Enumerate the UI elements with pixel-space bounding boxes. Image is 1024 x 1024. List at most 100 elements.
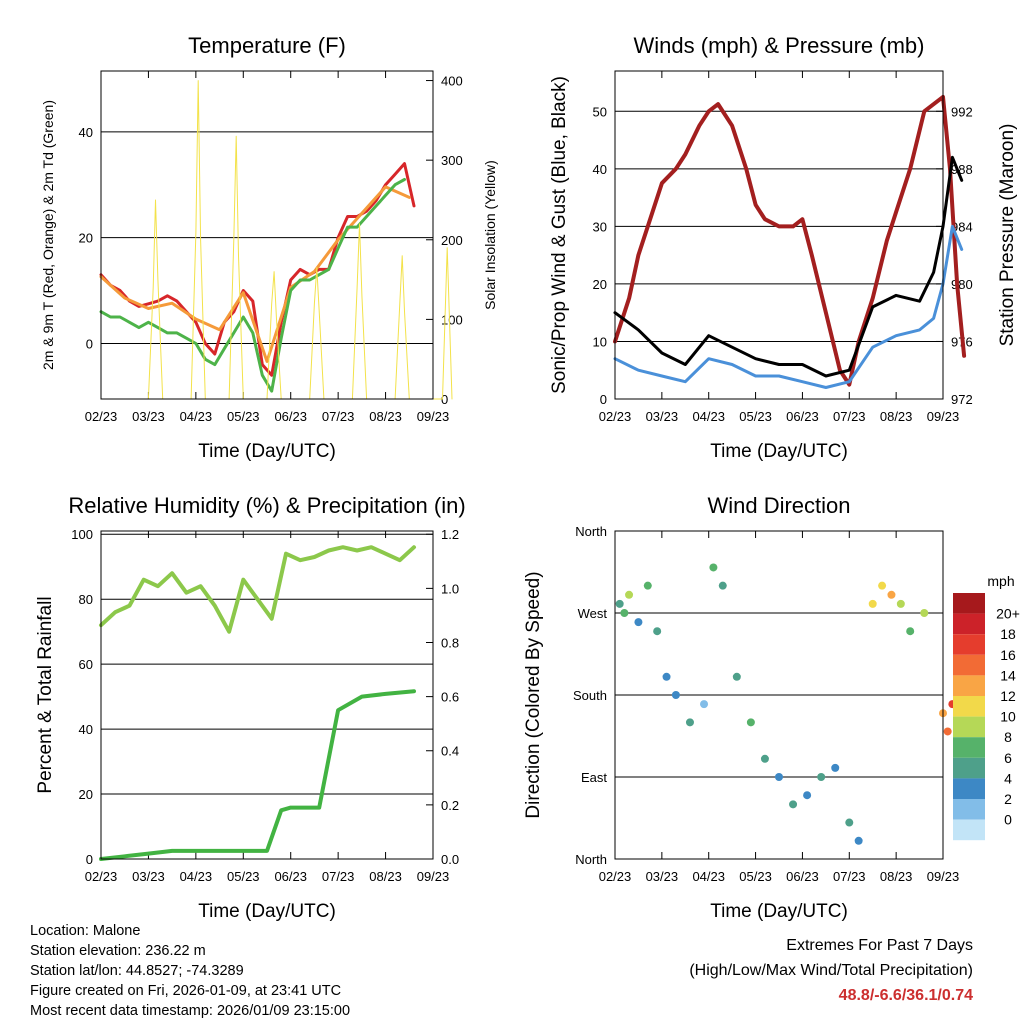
direction-point	[845, 818, 854, 827]
latest-text: Most recent data timestamp: 2026/01/09 2…	[30, 1003, 351, 1019]
winds-xlabel: Time (Day/UTC)	[710, 441, 848, 462]
temperature-series-9m-t	[99, 185, 411, 363]
direction-legend-swatch	[953, 696, 985, 717]
humidity-y2tick-label: 1.2	[441, 527, 459, 542]
humidity-series-rh	[99, 545, 416, 634]
temperature-xtick-label: 05/23	[227, 409, 260, 424]
extremes-subtitle: (High/Low/Max Wind/Total Precipitation)	[689, 962, 973, 979]
winds-xtick-label: 03/23	[646, 409, 679, 424]
humidity-xtick-label: 09/23	[417, 869, 450, 884]
direction-point	[817, 773, 826, 781]
direction-xtick-label: 02/23	[599, 869, 632, 884]
humidity-y2tick-label: 0.4	[441, 744, 459, 759]
winds-y2label: Station Pressure (Maroon)	[997, 124, 1018, 347]
temperature-y2tick-label: 200	[441, 233, 463, 248]
direction-point	[732, 672, 741, 681]
direction-legend-swatch	[953, 737, 985, 758]
winds-ytick-label: 10	[593, 334, 607, 349]
direction-legend-label: 0	[1004, 812, 1012, 828]
humidity-y2tick-label: 0.0	[441, 852, 459, 867]
direction-point	[878, 581, 887, 590]
temperature-ytick-label: 20	[79, 231, 93, 246]
winds-series-gust	[613, 155, 964, 378]
direction-ytick-label: East	[581, 770, 607, 785]
temperature-y2tick-label: 400	[441, 74, 463, 89]
direction-legend-title: mph	[987, 573, 1014, 589]
direction-legend-swatch	[953, 593, 985, 614]
direction-point	[760, 754, 769, 763]
direction-legend-label: 20+	[996, 606, 1020, 622]
winds-xtick-label: 07/23	[833, 409, 866, 424]
humidity-ytick-label: 60	[79, 657, 93, 672]
direction-point	[634, 618, 643, 627]
direction-point	[854, 836, 863, 845]
winds-series-pressure	[613, 94, 967, 387]
direction-point	[943, 727, 952, 736]
direction-legend-swatch	[953, 819, 985, 841]
direction-point	[775, 773, 783, 781]
direction-point	[643, 581, 652, 590]
direction-xtick-label: 04/23	[692, 869, 725, 884]
temperature-xtick-label: 07/23	[322, 409, 355, 424]
direction-point	[789, 800, 798, 809]
direction-point	[685, 718, 694, 727]
extremes-values: 48.8/-6.6/36.1/0.74	[838, 987, 973, 1004]
humidity-title: Relative Humidity (%) & Precipitation (i…	[68, 493, 465, 518]
winds-ytick-label: 0	[600, 392, 607, 407]
created-text: Figure created on Fri, 2026-01-09, at 23…	[30, 983, 342, 999]
direction-plot-frame	[614, 530, 944, 860]
direction-point	[831, 763, 840, 772]
direction-legend-label: 8	[1004, 729, 1012, 745]
direction-point	[718, 581, 727, 590]
winds-ytick-label: 20	[593, 277, 607, 292]
direction-legend-swatch	[953, 799, 985, 820]
temperature-ytick-label: 0	[86, 336, 93, 351]
winds-xtick-label: 09/23	[927, 409, 960, 424]
winds-xtick-label: 06/23	[786, 409, 819, 424]
station-info: Location: Malone Station elevation: 236.…	[30, 921, 350, 1021]
direction-legend-label: 18	[1000, 626, 1016, 642]
direction-legend-label: 14	[1000, 667, 1016, 683]
winds-y2tick-label: 992	[951, 104, 973, 119]
winds-title: Winds (mph) & Pressure (mb)	[634, 33, 925, 58]
temperature-ytick-label: 40	[79, 125, 93, 140]
direction-point	[709, 563, 718, 572]
temperature-y2tick-label: 300	[441, 153, 463, 168]
direction-ytick-label: North	[575, 852, 607, 867]
humidity-ytick-label: 100	[71, 527, 93, 542]
extremes-box: Extremes For Past 7 Days (High/Low/Max W…	[689, 933, 973, 1008]
temperature-ylabel: 2m & 9m T (Red, Orange) & 2m Td (Green)	[40, 100, 56, 370]
direction-legend-swatch	[953, 716, 985, 738]
winds-xtick-label: 08/23	[880, 409, 913, 424]
direction-legend-swatch	[953, 757, 985, 779]
humidity-xlabel: Time (Day/UTC)	[198, 901, 336, 922]
temperature-y2label: Solar Insolation (Yellow)	[482, 160, 498, 310]
winds-y2tick-label: 984	[951, 219, 973, 234]
direction-point	[920, 609, 929, 617]
humidity-ytick-label: 40	[79, 722, 93, 737]
direction-xtick-label: 03/23	[646, 869, 679, 884]
humidity-plot-frame	[100, 530, 434, 860]
humidity-xtick-label: 08/23	[369, 869, 402, 884]
winds-y2tick-label: 980	[951, 277, 973, 292]
direction-legend-swatch	[953, 778, 985, 799]
direction-xtick-label: 08/23	[880, 869, 913, 884]
temperature-xtick-label: 06/23	[274, 409, 307, 424]
temperature-xtick-label: 09/23	[417, 409, 450, 424]
latlon-text: Station lat/lon: 44.8527; -74.3289	[30, 963, 244, 979]
direction-legend-label: 16	[1000, 647, 1016, 663]
humidity-ytick-label: 0	[86, 852, 93, 867]
direction-point	[906, 627, 915, 636]
direction-point	[896, 599, 905, 608]
humidity-xtick-label: 05/23	[227, 869, 260, 884]
direction-point	[746, 718, 755, 727]
direction-ytick-label: South	[573, 688, 607, 703]
humidity-y2tick-label: 0.8	[441, 635, 459, 650]
temperature-xtick-label: 03/23	[132, 409, 165, 424]
temperature-plot-frame	[100, 70, 434, 400]
direction-legend-swatch	[953, 613, 985, 635]
winds-ytick-label: 40	[593, 162, 607, 177]
temperature-title: Temperature (F)	[188, 33, 346, 58]
humidity-xtick-label: 02/23	[85, 869, 118, 884]
temperature-xtick-label: 08/23	[369, 409, 402, 424]
